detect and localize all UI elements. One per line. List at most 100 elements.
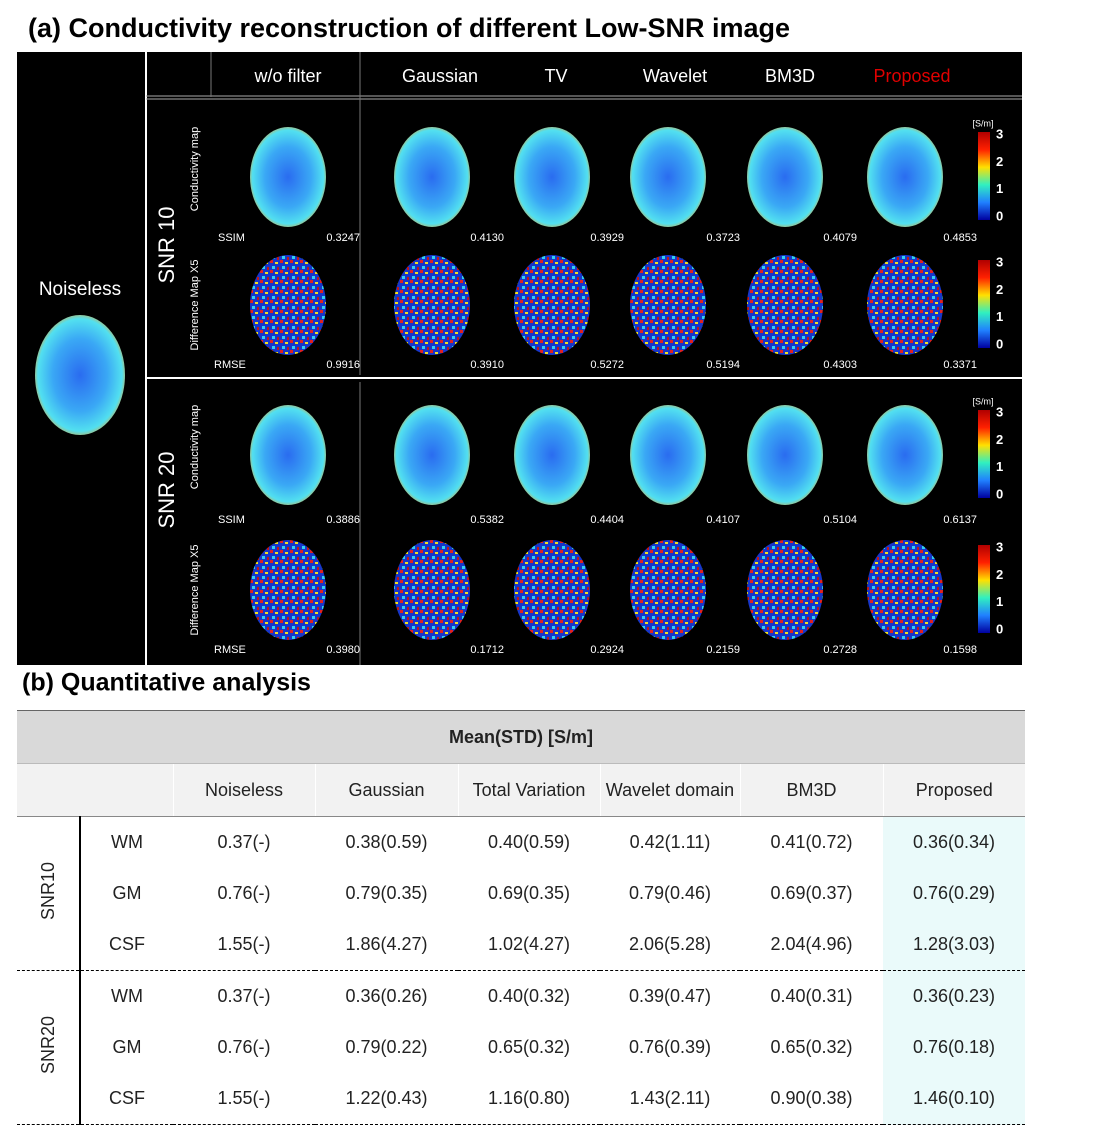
column-header-row: Noiseless Gaussian Total Variation Wavelet … bbox=[17, 763, 1025, 817]
row-label: GM bbox=[112, 1037, 142, 1057]
group-cell: SNR20 bbox=[17, 970, 81, 1125]
figure-b-title: (b) Quantitative analysis bbox=[22, 669, 311, 697]
rmse-value: 0.1598 bbox=[943, 644, 977, 656]
snr-label: SNR 10 bbox=[154, 206, 179, 283]
difference-image bbox=[630, 540, 706, 640]
ssim-value: 0.4130 bbox=[470, 232, 504, 244]
table-cell: 1.55(-) bbox=[173, 919, 315, 971]
table-cell: 1.55(-) bbox=[173, 1073, 315, 1125]
colorbar-tick: 2 bbox=[996, 567, 1003, 582]
ssim-value: 0.3886 bbox=[326, 514, 360, 526]
brain-image bbox=[394, 127, 470, 227]
brain-image bbox=[35, 315, 125, 435]
column-header: Proposed bbox=[882, 763, 1025, 817]
colorbar-tick: 0 bbox=[996, 336, 1003, 351]
difference-image bbox=[867, 255, 943, 355]
difference-image bbox=[394, 540, 470, 640]
colorbar-tick: 1 bbox=[996, 594, 1003, 609]
data-row: GM 0.76(-) 0.79(0.35) 0.69(0.35) 0.79(0.46) 0… bbox=[17, 868, 1025, 919]
table-cell: 0.76(-) bbox=[217, 1037, 271, 1057]
column-header: BM3D bbox=[765, 66, 815, 86]
rmse-value: 0.5272 bbox=[590, 359, 624, 371]
colorbar-tick: 3 bbox=[996, 126, 1003, 141]
difference-image bbox=[867, 540, 943, 640]
rmse-value: 0.3980 bbox=[326, 644, 360, 656]
column-header: TV bbox=[544, 66, 567, 86]
brain-image bbox=[747, 405, 823, 505]
colorbar-tick: 2 bbox=[996, 432, 1003, 447]
table-cell: 0.79(0.46) bbox=[628, 883, 712, 903]
rmse-value: 0.2159 bbox=[706, 644, 740, 656]
rmse-value: 0.2728 bbox=[823, 644, 857, 656]
difference-image bbox=[630, 255, 706, 355]
table-cell: 0.41(0.72) bbox=[770, 832, 853, 852]
metric-label: SSIM bbox=[218, 514, 245, 526]
table-cell: 0.39(0.47) bbox=[628, 986, 712, 1006]
column-header: w/o filter bbox=[253, 66, 321, 86]
data-row: GM 0.76(-) 0.79(0.22) 0.65(0.32) 0.76(0.39) 0… bbox=[17, 1022, 1025, 1073]
table-cell: 0.36(0.26) bbox=[345, 986, 428, 1006]
row-label: WM bbox=[111, 986, 143, 1006]
data-row: SNR20 WM 0.37(-) 0.36(0.26) 0.40(0.32) 0.39(0… bbox=[17, 970, 1025, 1125]
colorbar-tick: 1 bbox=[996, 181, 1003, 196]
ssim-value: 0.4107 bbox=[706, 514, 740, 526]
brain-image bbox=[630, 405, 706, 505]
rmse-value: 0.5194 bbox=[706, 359, 740, 371]
difference-image bbox=[514, 255, 590, 355]
figure-a: (a) Conductivity reconstruction of diffe… bbox=[17, 13, 1022, 665]
panel-title: (b) Quantitative analysis bbox=[22, 669, 311, 697]
table-cell: 0.36(0.34) bbox=[883, 816, 1025, 868]
column-header: Gaussian bbox=[314, 763, 458, 817]
blank-cell bbox=[17, 763, 173, 817]
difference-image bbox=[747, 540, 823, 640]
table-cell: 0.69(0.35) bbox=[487, 883, 571, 903]
table-cell: 1.86(4.27) bbox=[315, 919, 458, 971]
panel-title: (a) Conductivity reconstruction of diffe… bbox=[28, 13, 790, 43]
rmse-value: 0.3910 bbox=[470, 359, 504, 371]
difference-image bbox=[394, 255, 470, 355]
brain-image bbox=[867, 127, 943, 227]
ssim-value: 0.5382 bbox=[470, 514, 504, 526]
brain-image bbox=[630, 127, 706, 227]
ssim-value: 0.3247 bbox=[326, 232, 360, 244]
table-cell: 0.65(0.32) bbox=[770, 1037, 853, 1057]
rmse-value: 0.1712 bbox=[470, 644, 504, 656]
table-cell: 2.06(5.28) bbox=[600, 919, 740, 971]
colorbar-tick: 0 bbox=[996, 486, 1003, 501]
colorbar-tick: 1 bbox=[996, 459, 1003, 474]
brain-image bbox=[867, 405, 943, 505]
ssim-value: 0.5104 bbox=[823, 514, 857, 526]
map-label: Difference Map X5 bbox=[189, 260, 201, 351]
colorbar-unit: [S/m] bbox=[972, 118, 993, 128]
table-cell: 0.40(0.32) bbox=[487, 986, 571, 1006]
map-label: Difference Map X5 bbox=[189, 545, 201, 636]
table-cell: 0.37(-) bbox=[217, 832, 271, 852]
ssim-value: 0.3929 bbox=[590, 232, 624, 244]
metric-label: RMSE bbox=[214, 359, 246, 371]
colorbar bbox=[978, 260, 990, 348]
column-header: Proposed bbox=[873, 66, 950, 86]
snr-label: SNR 20 bbox=[154, 451, 179, 528]
colorbar bbox=[978, 410, 990, 498]
difference-image bbox=[250, 255, 326, 355]
table-cell: 0.76(0.39) bbox=[628, 1037, 712, 1057]
table-cell: 0.37(-) bbox=[217, 986, 271, 1006]
colorbar bbox=[978, 545, 990, 633]
ssim-value: 0.4079 bbox=[823, 232, 857, 244]
table-cell: 0.79(0.22) bbox=[345, 1037, 428, 1057]
row-label: WM bbox=[111, 832, 143, 852]
table-cell: 0.69(0.37) bbox=[770, 883, 853, 903]
group-label: SNR20 bbox=[37, 1015, 58, 1075]
group-cell: SNR10 bbox=[17, 816, 81, 971]
colorbar-tick: 3 bbox=[996, 254, 1003, 269]
colorbar-tick: 3 bbox=[996, 404, 1003, 419]
table-cell: 1.22(0.43) bbox=[315, 1073, 458, 1125]
colorbar-unit: [S/m] bbox=[972, 396, 993, 406]
table-cell: 0.40(0.59) bbox=[487, 832, 571, 852]
table-cell: 0.76(0.29) bbox=[883, 868, 1025, 919]
row-label: CSF bbox=[80, 919, 173, 971]
table-cell: 0.65(0.32) bbox=[487, 1037, 571, 1057]
table-cell: 0.76(0.18) bbox=[883, 1022, 1025, 1073]
rmse-value: 0.2924 bbox=[590, 644, 624, 656]
